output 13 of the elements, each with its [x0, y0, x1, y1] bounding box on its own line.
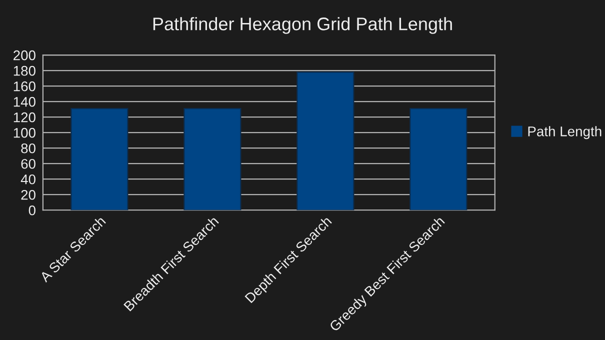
y-tick-label: 140 [14, 96, 36, 107]
y-tick-label: 180 [14, 66, 36, 76]
y-tick-label: 160 [14, 81, 36, 92]
y-tick-label: 80 [21, 143, 36, 154]
y-tick-label: 0 [28, 205, 36, 216]
legend-label: Path Length [528, 126, 602, 140]
y-tick-label: 40 [20, 174, 36, 184]
y-tick-label: 60 [21, 158, 36, 169]
y-tick-label: 120 [14, 112, 36, 122]
y-tick-label: 20 [21, 190, 36, 200]
chart-title: Pathfinder Hexagon Grid Path Length [153, 17, 452, 34]
y-tick-label: 100 [14, 128, 36, 138]
y-tick-label: 200 [14, 50, 36, 60]
